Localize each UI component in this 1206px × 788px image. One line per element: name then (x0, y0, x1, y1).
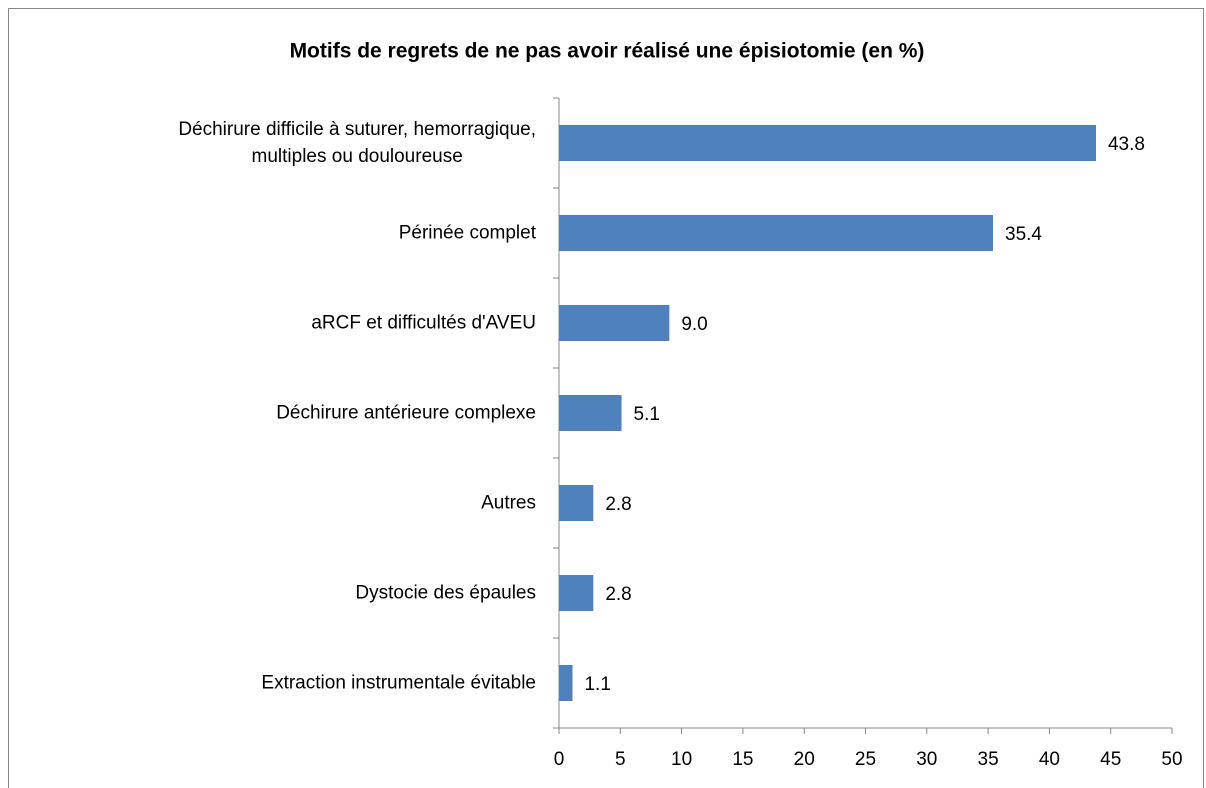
x-tick-label: 50 (1161, 749, 1182, 770)
x-tick-label: 0 (554, 749, 565, 770)
y-tick-label: Autres (481, 492, 536, 514)
y-tick-label: Extraction instrumentale évitable (261, 672, 536, 694)
y-tick-label: Déchirure difficile à suturer, hemorragi… (178, 119, 536, 167)
x-tick-label: 10 (671, 749, 692, 770)
bar (559, 395, 622, 431)
x-tick-label: 35 (978, 749, 999, 770)
x-tick-label: 25 (855, 749, 876, 770)
data-label: 1.1 (584, 674, 610, 695)
data-label: 2.8 (605, 494, 631, 515)
x-tick-label: 40 (1039, 749, 1060, 770)
bar (559, 575, 594, 611)
bar (559, 665, 573, 701)
x-tick-label: 30 (916, 749, 937, 770)
x-tick-label: 45 (1100, 749, 1121, 770)
bar (559, 305, 670, 341)
y-tick-label: Périnée complet (398, 222, 536, 244)
x-tick-label: 20 (794, 749, 815, 770)
chart-frame (8, 8, 1204, 788)
bar (559, 485, 594, 521)
bar (559, 125, 1096, 161)
y-tick-label: aRCF et difficultés d'AVEU (311, 312, 536, 334)
bar (559, 215, 994, 251)
data-label: 43.8 (1108, 134, 1145, 155)
x-tick-label: 5 (615, 749, 626, 770)
x-tick-label: 15 (732, 749, 753, 770)
data-label: 9.0 (681, 314, 707, 335)
data-label: 5.1 (634, 404, 660, 425)
data-label: 35.4 (1005, 224, 1042, 245)
data-label: 2.8 (605, 584, 631, 605)
chart-title: Motifs de regrets de ne pas avoir réalis… (290, 40, 925, 63)
y-tick-label: Dystocie des épaules (355, 582, 536, 604)
y-tick-label: Déchirure antérieure complexe (276, 402, 536, 424)
